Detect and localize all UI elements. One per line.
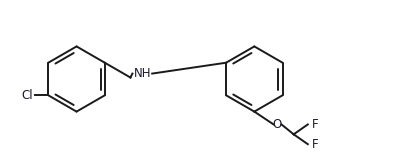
Text: O: O [272,118,281,131]
Text: F: F [312,118,318,131]
Text: F: F [312,138,318,151]
Text: NH: NH [134,67,151,80]
Text: Cl: Cl [21,89,32,102]
